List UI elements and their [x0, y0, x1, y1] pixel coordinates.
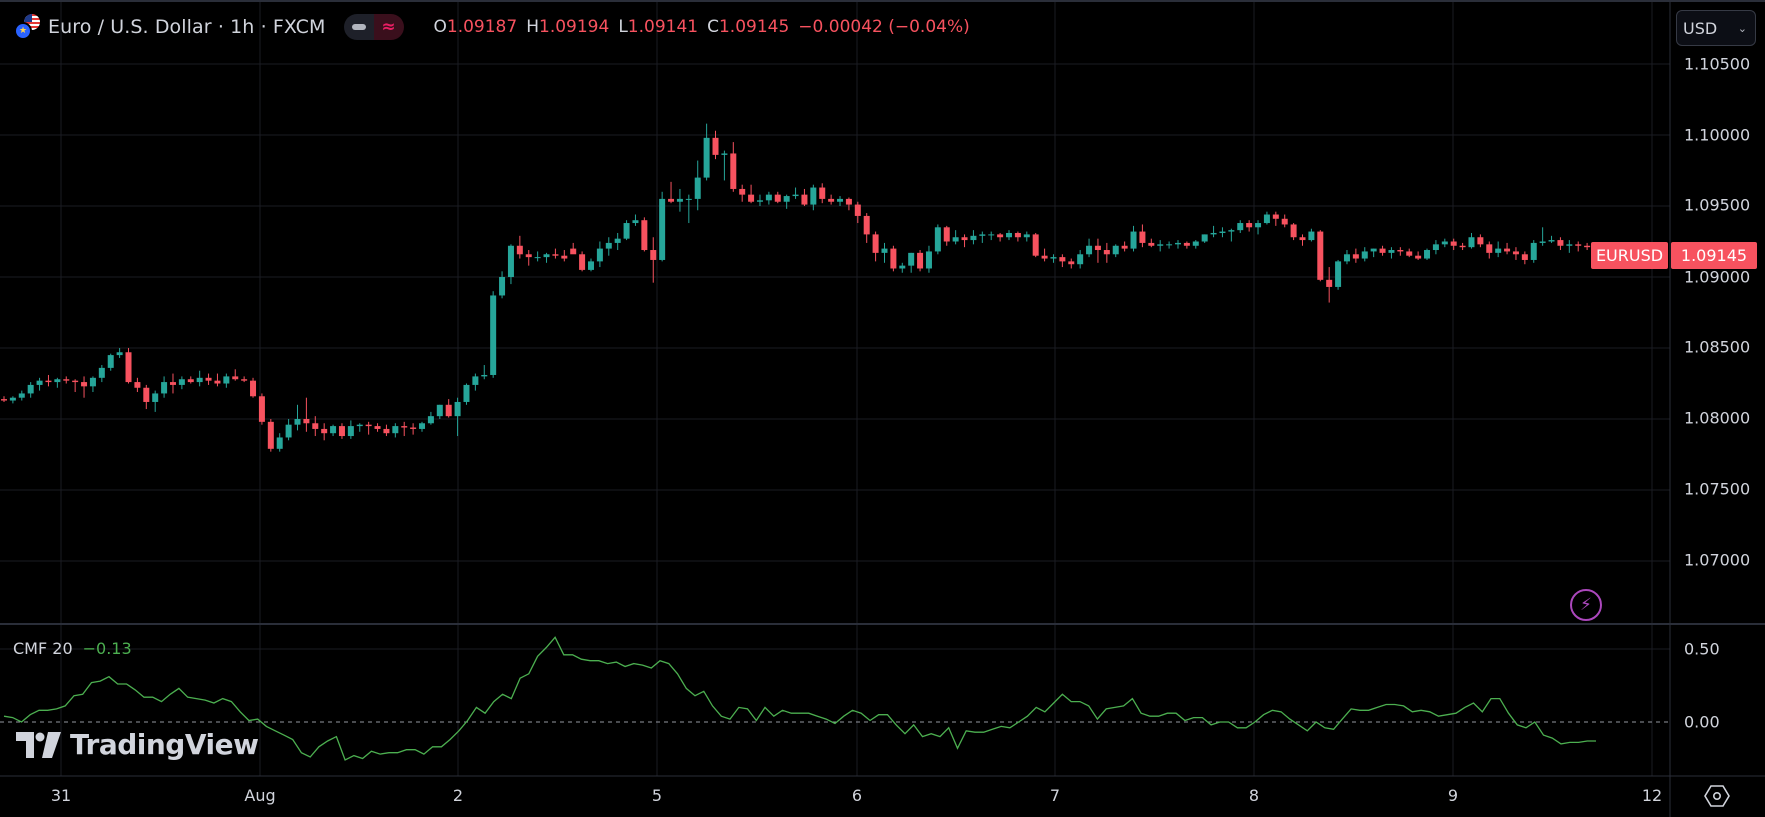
cmf-axis-label-0.50: 0.50 [1684, 639, 1720, 659]
cmf-legend[interactable]: CMF 20 −0.13 [13, 639, 132, 658]
candlestick-series [1, 123, 1599, 452]
time-axis-label: 9 [1447, 786, 1459, 805]
symbol-legend: ★ Euro / U.S. Dollar · 1h · FXCM ≈ O 1.0… [12, 12, 979, 42]
currency-value: USD [1683, 18, 1718, 38]
price-axis-label: 1.08000 [1684, 408, 1751, 428]
price-axis-label: 1.08500 [1684, 337, 1751, 357]
market-status-pill[interactable]: ≈ [343, 14, 404, 40]
market-closed-icon [343, 14, 374, 40]
eur-usd-flag-icon: ★ [12, 13, 42, 41]
time-axis-label: 8 [1248, 786, 1260, 805]
time-axis-label: 5 [651, 786, 663, 805]
price-axis-label: 1.10000 [1684, 125, 1751, 145]
close-label: C [707, 17, 719, 37]
cmf-axis-label-0.00: 0.00 [1684, 712, 1720, 732]
time-axis-label: 6 [851, 786, 863, 805]
close-value: 1.09145 [718, 17, 790, 37]
change-value: −0.00042 (−0.04%) [798, 17, 970, 37]
low-value: 1.09141 [627, 17, 699, 37]
open-label: O [433, 17, 447, 37]
time-axis-label: 2 [452, 786, 464, 805]
time-axis-label: 12 [1641, 786, 1663, 805]
cmf-value: −0.13 [82, 639, 132, 658]
time-axis-label: Aug [244, 786, 276, 805]
price-axis-label: 1.09000 [1684, 267, 1751, 287]
price-axis-label: 1.07000 [1684, 550, 1751, 570]
time-axis-label: 7 [1049, 786, 1061, 805]
currency-dropdown[interactable]: USD ⌄ [1676, 10, 1756, 46]
last-price-symbol-tag: EURUSD [1591, 242, 1668, 269]
high-label: H [526, 17, 539, 37]
open-value: 1.09187 [446, 17, 518, 37]
price-axis-label: 1.07500 [1684, 479, 1751, 499]
time-axis-label: 31 [50, 786, 72, 805]
low-label: L [618, 17, 628, 37]
price-axis-label: 1.09500 [1684, 195, 1751, 215]
high-value: 1.09194 [539, 17, 610, 37]
tradingview-wordmark: TradingView [70, 728, 259, 761]
ohlc-values: O 1.09187 H 1.09194 L 1.09141 C 1.09145 … [434, 17, 979, 37]
price-axis-label: 1.10500 [1684, 54, 1751, 74]
settings-gear-icon[interactable] [1704, 784, 1730, 808]
chevron-down-icon: ⌄ [1737, 21, 1747, 35]
cmf-title: CMF 20 [13, 639, 73, 658]
last-price-tag: 1.09145 [1671, 242, 1757, 269]
cmf-series [0, 636, 1670, 761]
grid-lines [0, 2, 1670, 776]
symbol-title[interactable]: Euro / U.S. Dollar · 1h · FXCM [48, 16, 326, 38]
delayed-data-icon: ≈ [373, 14, 404, 40]
lightning-icon[interactable]: ⚡ [1570, 589, 1602, 621]
tradingview-watermark[interactable]: TradingView [16, 728, 259, 761]
tradingview-logo-icon [16, 731, 61, 758]
